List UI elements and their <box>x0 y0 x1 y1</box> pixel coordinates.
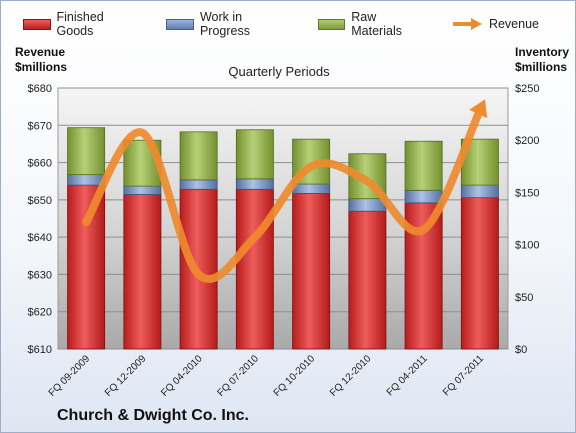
bar-finished-goods <box>460 197 499 350</box>
bar-finished-goods <box>292 193 331 350</box>
bar-work-in-progress <box>292 183 331 194</box>
bar-raw-materials <box>67 127 106 176</box>
right-axis-tick-label: $0 <box>515 344 527 356</box>
legend-label-revenue: Revenue <box>488 17 539 31</box>
left-axis-tick-label: $650 <box>28 195 52 207</box>
bar-work-in-progress <box>67 174 106 186</box>
legend-item-work-in-progress: Work in Progress <box>166 10 293 38</box>
category-label: FQ 10-2010 <box>272 353 318 399</box>
left-axis-tick-label: $670 <box>28 120 52 132</box>
left-axis-tick-label: $660 <box>28 158 52 170</box>
revenue-arrowhead <box>469 99 488 119</box>
right-axis-tick-label: $200 <box>515 135 539 147</box>
left-axis-title-line1: Revenue <box>15 45 66 59</box>
right-axis-tick-label: $50 <box>515 292 533 304</box>
category-label: FQ 04-2010 <box>159 353 205 399</box>
left-axis-tick-label: $630 <box>28 269 52 281</box>
left-axis-title: Revenue $millions <box>15 45 67 75</box>
left-axis-tick-label: $680 <box>28 83 52 95</box>
legend-item-revenue: Revenue <box>452 17 539 31</box>
bar-finished-goods <box>348 210 387 350</box>
right-axis-title-line2: $millions <box>515 60 568 74</box>
bar-work-in-progress <box>348 198 387 212</box>
left-axis-tick-label: $620 <box>28 307 52 319</box>
right-axis-title-line1: Inventory <box>515 45 570 59</box>
left-axis-tick-label: $640 <box>28 232 52 244</box>
right-axis-tick-label: $100 <box>515 240 539 252</box>
legend-item-raw-materials: Raw Materials <box>317 10 429 38</box>
bar-finished-goods <box>235 188 274 350</box>
legend-label-finished-goods: Finished Goods <box>56 10 104 38</box>
right-axis-tick-label: $150 <box>515 187 539 199</box>
revenue-line <box>82 106 484 283</box>
bar-work-in-progress <box>179 179 218 190</box>
left-axis-tick-label: $610 <box>28 344 52 356</box>
legend-item-finished-goods: Finished Goods <box>23 10 142 38</box>
category-label: FQ 07-2010 <box>215 353 261 399</box>
category-label: FQ 12-2010 <box>328 353 374 399</box>
category-label: FQ 07-2011 <box>441 353 486 398</box>
bar-finished-goods <box>67 184 106 350</box>
legend-label-work-in-progress: Work in Progress <box>199 10 250 38</box>
bar-raw-materials <box>235 129 274 180</box>
right-axis-tick-label: $250 <box>515 83 539 95</box>
legend-swatch-work-in-progress <box>166 18 194 30</box>
bar-work-in-progress <box>460 184 499 199</box>
bar-work-in-progress <box>123 185 162 195</box>
company-name: Church & Dwight Co. Inc. <box>57 407 249 424</box>
chart-title: Quarterly Periods <box>228 64 330 79</box>
legend-label-raw-materials: Raw Materials <box>351 10 402 38</box>
category-label: FQ 12-2009 <box>103 353 149 399</box>
bar-work-in-progress <box>404 189 443 204</box>
right-axis-title: Inventory $millions <box>515 45 569 75</box>
legend: Finished Goods Work in Progress Raw Mate… <box>23 10 563 38</box>
bar-finished-goods <box>123 194 162 350</box>
bar-work-in-progress <box>235 178 274 190</box>
legend-arrow-revenue <box>452 18 482 30</box>
legend-swatch-raw-materials <box>317 18 346 30</box>
category-label: FQ 09-2009 <box>47 353 93 399</box>
bar-raw-materials <box>404 140 443 191</box>
bar-raw-materials <box>179 131 218 181</box>
left-axis-title-line2: $millions <box>15 60 68 74</box>
category-label: FQ 04-2011 <box>385 353 430 398</box>
legend-swatch-finished-goods <box>23 18 51 30</box>
